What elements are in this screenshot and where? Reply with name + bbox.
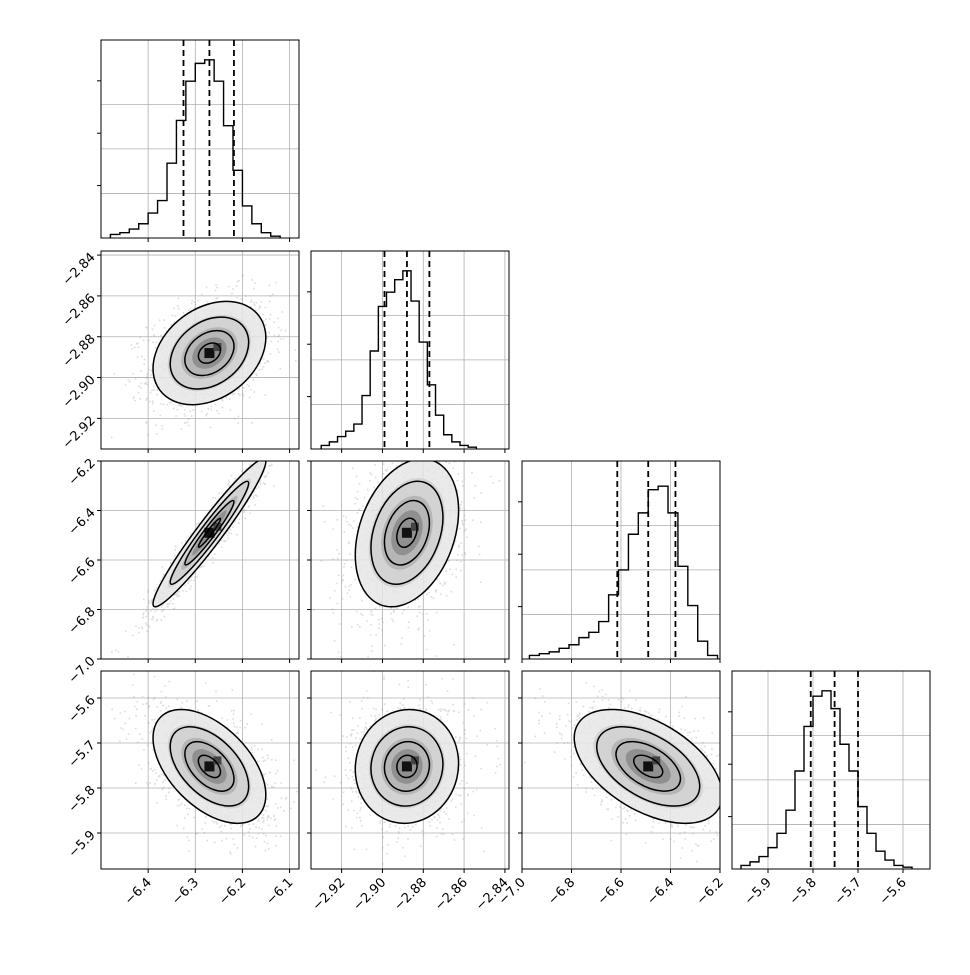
contour-0 xyxy=(152,708,267,825)
y-tick-label-1-4: −2.84 xyxy=(60,250,99,289)
density-cell xyxy=(213,756,222,765)
scatter-frame-1-3 xyxy=(310,670,510,870)
x-tick-label-0-3: −6.1 xyxy=(263,875,296,908)
contour-2 xyxy=(615,740,682,792)
contour-0 xyxy=(152,300,267,406)
y-tick-label-2-4: −6.2 xyxy=(66,456,99,489)
x-tick-label-2-4: −6.2 xyxy=(694,875,727,908)
hist-panel-3 xyxy=(728,670,931,873)
contour-3 xyxy=(197,754,222,779)
hist-frame-1 xyxy=(310,250,510,450)
contour-1 xyxy=(595,726,701,807)
density-peak xyxy=(204,761,215,772)
x-tick-label-0-0: −6.4 xyxy=(122,875,155,908)
contour-3 xyxy=(197,517,222,549)
y-tick-label-2-3: −6.4 xyxy=(66,506,99,539)
contour-2 xyxy=(184,329,235,377)
x-tick-label-2-1: −6.8 xyxy=(545,875,578,908)
x-tick-label-3-1: −5.8 xyxy=(787,875,820,908)
y-tick-label-3-1: −5.8 xyxy=(66,783,99,816)
hist-series-1 xyxy=(320,270,478,449)
scatter-frame-0-2 xyxy=(100,460,300,660)
x-tick-label-0-2: −6.2 xyxy=(216,875,249,908)
scatter-content xyxy=(313,461,501,659)
y-tick-label-1-3: −2.86 xyxy=(60,291,99,330)
contour-0 xyxy=(354,461,460,608)
density-peak xyxy=(204,348,215,359)
contour-1 xyxy=(370,480,444,586)
density-peak xyxy=(643,761,654,772)
y-tick-label-2-0: −7.0 xyxy=(66,654,99,687)
x-tick-label-2-2: −6.6 xyxy=(595,875,628,908)
contour-1 xyxy=(370,726,444,807)
x-tick-label-1-0: −2.92 xyxy=(310,875,349,914)
scatter-panel-1-3 xyxy=(307,670,510,873)
contour-3 xyxy=(396,754,418,779)
y-tick-label-3-2: −5.7 xyxy=(66,738,99,771)
scatter-frame-1-2 xyxy=(310,460,510,660)
contour-2 xyxy=(184,499,235,566)
hist-panel-1 xyxy=(307,250,510,453)
x-tick-label-1-2: −2.88 xyxy=(391,875,430,914)
scatter-frame-0-1 xyxy=(100,250,300,450)
hist-series-3 xyxy=(740,690,913,869)
x-tick-label-2-3: −6.4 xyxy=(644,875,677,908)
density-cell xyxy=(213,343,222,352)
scatter-panel-1-2 xyxy=(307,460,510,663)
scatter-panel-2-3 xyxy=(518,670,721,873)
contour-3 xyxy=(197,342,222,364)
scatter-frame-0-3 xyxy=(100,670,300,870)
y-tick-label-1-0: −2.92 xyxy=(60,413,99,452)
contour-1 xyxy=(169,480,250,586)
contour-3 xyxy=(632,754,664,779)
contour-2 xyxy=(184,740,235,792)
y-tick-label-3-0: −5.9 xyxy=(66,828,99,861)
hist-frame-2 xyxy=(521,460,721,660)
hist-frame-3 xyxy=(731,670,931,870)
hist-frame-0 xyxy=(100,39,300,239)
contour-0 xyxy=(152,461,267,608)
x-tick-label-3-2: −5.7 xyxy=(832,875,865,908)
contour-1 xyxy=(169,726,250,807)
density-cell xyxy=(652,756,661,765)
scatter-content xyxy=(111,461,275,658)
y-tick-label-2-2: −6.6 xyxy=(66,555,99,588)
scatter-content xyxy=(111,673,298,855)
contour-3 xyxy=(396,517,418,549)
x-tick-label-1-3: −2.86 xyxy=(432,875,471,914)
scatter-panel-0-3 xyxy=(97,670,300,873)
hist-series-0 xyxy=(109,59,281,238)
hist-panel-0 xyxy=(97,39,300,242)
contour-0 xyxy=(354,708,460,825)
scatter-panel-0-2 xyxy=(97,460,300,663)
scatter-panel-0-1 xyxy=(97,250,300,453)
x-tick-label-1-1: −2.90 xyxy=(350,875,389,914)
contour-0 xyxy=(573,708,720,825)
hist-series-2 xyxy=(528,485,719,659)
y-tick-label-2-1: −6.8 xyxy=(66,605,99,638)
contour-1 xyxy=(169,316,250,390)
x-tick-label-0-1: −6.3 xyxy=(169,875,202,908)
x-tick-label-3-0: −5.9 xyxy=(742,875,775,908)
hist-panel-2 xyxy=(518,460,721,663)
x-tick-label-3-3: −5.6 xyxy=(877,875,910,908)
y-tick-label-3-3: −5.6 xyxy=(66,693,99,726)
contour-2 xyxy=(383,499,431,566)
density-cell xyxy=(410,522,419,531)
density-peak xyxy=(204,527,215,538)
scatter-content xyxy=(315,671,502,865)
scatter-content xyxy=(110,274,299,439)
density-peak xyxy=(401,761,412,772)
contour-2 xyxy=(383,740,431,792)
scatter-frame-2-3 xyxy=(521,670,721,870)
y-tick-label-1-2: −2.88 xyxy=(60,332,99,371)
scatter-content xyxy=(522,682,720,863)
density-peak xyxy=(401,527,412,538)
y-tick-label-1-1: −2.90 xyxy=(60,373,99,412)
